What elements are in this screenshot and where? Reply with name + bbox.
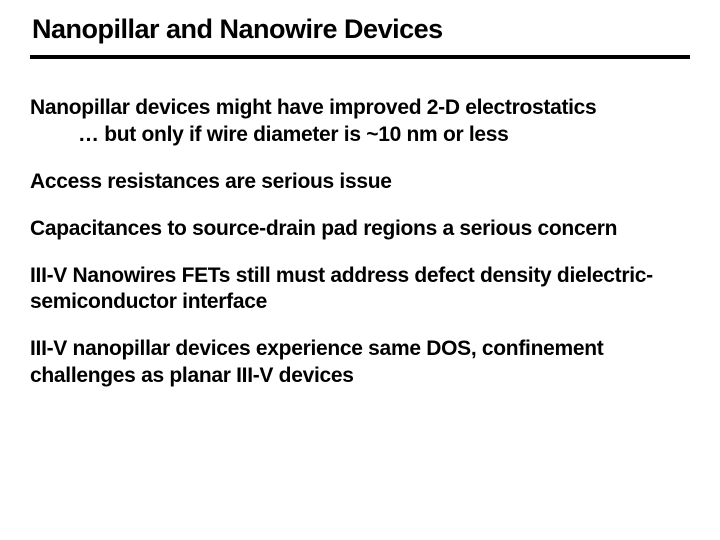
content-area: Nanopillar devices might have improved 2… bbox=[30, 95, 690, 390]
bullet-1: Nanopillar devices might have improved 2… bbox=[30, 95, 690, 149]
title-underline bbox=[30, 55, 690, 59]
bullet-1-line2: … but only if wire diameter is ~10 nm or… bbox=[30, 122, 690, 149]
bullet-1-line1: Nanopillar devices might have improved 2… bbox=[30, 96, 596, 119]
bullet-2: Access resistances are serious issue bbox=[30, 169, 690, 196]
bullet-5: III-V nanopillar devices experience same… bbox=[30, 336, 690, 390]
bullet-4: III-V Nanowires FETs still must address … bbox=[30, 263, 690, 317]
bullet-3: Capacitances to source-drain pad regions… bbox=[30, 216, 690, 243]
slide-title: Nanopillar and Nanowire Devices bbox=[30, 14, 690, 55]
slide-container: Nanopillar and Nanowire Devices Nanopill… bbox=[0, 0, 720, 540]
